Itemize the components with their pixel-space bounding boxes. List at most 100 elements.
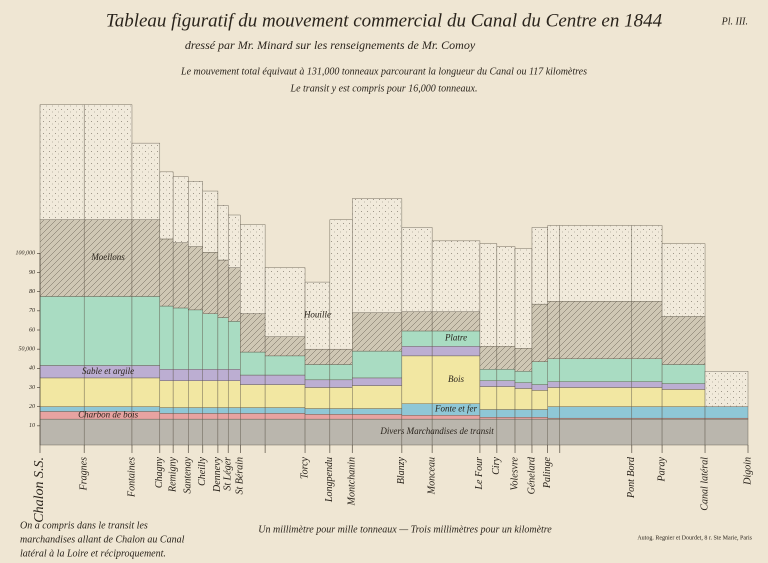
series-label: Bois xyxy=(448,374,464,384)
series-label: Charbon de bois xyxy=(78,409,139,419)
bar-segment xyxy=(227,380,241,408)
bar-segment xyxy=(304,348,331,365)
bar-segment xyxy=(352,198,403,313)
bar-segment xyxy=(631,225,663,302)
bar-segment xyxy=(264,355,306,376)
bar-segment xyxy=(352,414,403,420)
bar-segment xyxy=(661,316,706,365)
bar-segment xyxy=(188,181,203,247)
bar-segment xyxy=(352,385,403,409)
bar-segment xyxy=(661,389,706,407)
bar-segment xyxy=(559,387,633,407)
station-label: Montchanin xyxy=(347,457,358,506)
bar-segment xyxy=(217,317,229,370)
bar-segment xyxy=(479,369,498,381)
station-label: Pont Bord xyxy=(626,456,637,499)
bar-segment xyxy=(83,296,133,366)
bar-segment xyxy=(217,205,229,261)
bar-segment xyxy=(531,417,548,420)
bar-segment xyxy=(559,225,633,302)
station-label: Longpendu xyxy=(324,457,335,503)
y-tick-label: 30 xyxy=(28,385,35,391)
bar-segment xyxy=(159,305,174,370)
bar-segment xyxy=(514,388,533,410)
bar-segment xyxy=(131,365,161,379)
bar-segment xyxy=(547,225,561,302)
bar-segment xyxy=(172,176,189,243)
bar-segment xyxy=(188,418,203,446)
bar-segment xyxy=(188,380,203,408)
bar-segment xyxy=(531,418,548,446)
bar-segment xyxy=(514,417,533,420)
station-label: Palinge xyxy=(542,456,553,489)
bar-segment xyxy=(631,418,663,446)
bar-segment xyxy=(329,219,353,350)
bar-segment xyxy=(172,307,189,370)
bar-segment xyxy=(431,415,481,420)
bar-segment xyxy=(202,190,219,253)
bar-segment xyxy=(431,346,481,357)
bar-segment xyxy=(431,311,481,332)
station-label: Canal latéral xyxy=(699,457,710,511)
bar-segment xyxy=(172,413,189,420)
bar-segment xyxy=(217,407,229,414)
bar-segment xyxy=(188,413,203,420)
bar-segment xyxy=(631,358,663,382)
bar-segment xyxy=(401,311,433,332)
bar-segment xyxy=(401,346,433,357)
bar-segment xyxy=(496,386,516,410)
bar-segment xyxy=(547,418,561,446)
bar-segment xyxy=(227,369,241,381)
bar-segment xyxy=(559,358,633,382)
bar-segment xyxy=(496,380,516,387)
station-label: St Bérain xyxy=(235,457,246,495)
bar-segment xyxy=(188,407,203,414)
bar-segment xyxy=(227,321,241,370)
bar-segment xyxy=(531,390,548,410)
bar-segment xyxy=(661,406,706,419)
bar-segment xyxy=(83,418,133,446)
bar-segment xyxy=(401,330,433,347)
bar-segment xyxy=(39,219,85,297)
bar-segment xyxy=(240,351,266,376)
bar-segment xyxy=(131,219,161,297)
bar-segment xyxy=(514,348,533,372)
series-label: Moellons xyxy=(90,252,125,262)
bar-segment xyxy=(496,369,516,381)
bar-segment xyxy=(188,369,203,381)
series-label: Houille xyxy=(303,310,331,320)
y-tick-label: 10 xyxy=(29,423,35,429)
bar-segment xyxy=(227,413,241,420)
series-label: Divers Marchandises de transit xyxy=(379,426,494,436)
bar-segment xyxy=(661,418,706,446)
bar-segment xyxy=(240,384,266,408)
bar-segment xyxy=(514,409,533,418)
bar-segment xyxy=(131,296,161,366)
bar-segment xyxy=(202,252,219,314)
bar-segment xyxy=(431,240,481,312)
bar-segment xyxy=(559,406,633,419)
bar-segment xyxy=(401,418,433,446)
bar-segment xyxy=(329,364,353,381)
bar-segment xyxy=(131,418,161,446)
bar-segment xyxy=(479,386,498,410)
series-label: Sable et argile xyxy=(82,366,134,376)
bar-segment xyxy=(547,387,561,407)
station-label: Chalon S.S. xyxy=(32,457,47,523)
bar-segment xyxy=(704,418,749,446)
y-tick-label: 90 xyxy=(29,270,35,276)
bar-segment xyxy=(264,374,306,385)
bar-segment xyxy=(202,380,219,408)
bar-segment xyxy=(431,418,481,446)
chart-title: Tableau figuratif du mouvement commercia… xyxy=(106,10,663,31)
note: Le transit y est compris pour 16,000 ton… xyxy=(290,83,478,94)
bar-segment xyxy=(159,418,174,446)
bar-segment xyxy=(496,409,516,418)
bar-segment xyxy=(159,369,174,381)
bar-segment xyxy=(329,379,353,388)
bar-segment xyxy=(661,383,706,390)
bar-segment xyxy=(329,408,353,415)
bar-segment xyxy=(431,355,481,404)
bar-segment xyxy=(83,377,133,407)
